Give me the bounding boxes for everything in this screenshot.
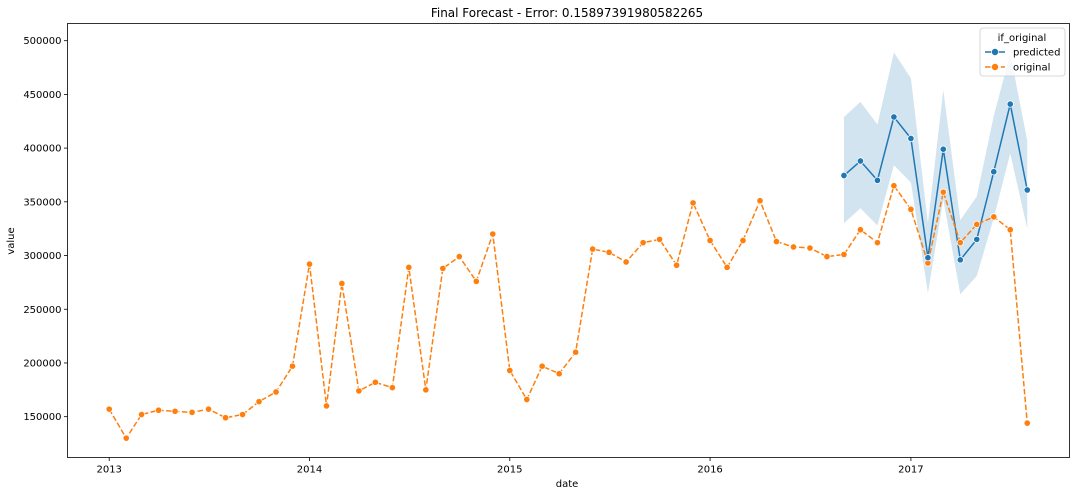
x-tick-label: 2015 xyxy=(497,465,522,476)
data-point-original xyxy=(939,188,947,196)
y-tick-label: 150000 xyxy=(23,412,61,423)
data-point-original xyxy=(221,414,230,422)
data-point-original xyxy=(823,253,831,261)
data-point-original xyxy=(538,362,546,370)
series-line-original xyxy=(108,184,1028,440)
data-point-original xyxy=(472,277,480,285)
legend-entry-original: original xyxy=(985,63,1050,74)
data-point-original xyxy=(388,384,396,392)
data-point-original xyxy=(171,407,179,415)
data-point-predicted xyxy=(956,256,964,264)
x-axis-label: date xyxy=(556,479,579,490)
legend-marker-original xyxy=(991,63,999,71)
data-point-predicted xyxy=(873,176,882,184)
y-tick-label: 450000 xyxy=(23,90,61,101)
data-point-original xyxy=(405,263,413,271)
data-point-original xyxy=(772,237,781,246)
data-point-original xyxy=(255,398,263,406)
axis-ticks: 2013 2014 2015 2016 2017 150000 200000 250000 30… xyxy=(23,36,923,475)
data-point-original xyxy=(639,239,647,247)
x-tick-label: 2016 xyxy=(697,465,722,476)
data-point-original xyxy=(439,264,447,273)
data-point-original xyxy=(789,243,798,251)
data-point-original xyxy=(605,248,613,256)
legend-marker-predicted xyxy=(991,48,999,56)
data-point-original xyxy=(990,213,998,221)
chart-title: Final Forecast - Error: 0.15897391980582… xyxy=(431,6,703,20)
data-point-original xyxy=(756,197,764,205)
data-point-original xyxy=(305,260,314,268)
data-point-predicted xyxy=(907,134,915,143)
plot-frame xyxy=(67,23,1070,458)
data-point-original xyxy=(422,386,430,394)
data-point-original xyxy=(204,405,213,413)
data-point-predicted xyxy=(990,168,998,176)
x-tick-label: 2014 xyxy=(297,465,322,476)
data-point-original xyxy=(122,434,130,442)
data-point-predicted xyxy=(856,157,865,165)
data-point-predicted xyxy=(1023,186,1031,194)
data-point-original xyxy=(890,182,898,190)
data-point-original xyxy=(589,245,597,253)
legend-title: if_original xyxy=(998,33,1047,44)
legend-box xyxy=(979,27,1066,77)
data-point-original xyxy=(555,370,563,378)
data-point-original xyxy=(840,250,848,259)
y-tick-label: 500000 xyxy=(23,36,61,47)
data-point-original xyxy=(155,406,163,414)
data-point-original xyxy=(706,236,714,245)
confidence-band-predicted xyxy=(843,52,1028,295)
series-line-predicted xyxy=(843,103,1028,262)
data-point-original xyxy=(371,378,379,386)
data-point-original xyxy=(689,199,697,207)
data-point-original xyxy=(973,220,981,228)
data-point-original xyxy=(1023,419,1031,427)
plot-area xyxy=(105,52,1031,442)
data-point-original xyxy=(572,348,580,356)
y-tick-label: 250000 xyxy=(23,305,61,316)
legend-label-predicted: predicted xyxy=(1013,48,1060,59)
data-point-original xyxy=(622,258,630,266)
data-point-original xyxy=(873,239,882,247)
legend-entry-predicted: predicted xyxy=(985,48,1060,59)
data-point-original xyxy=(723,263,731,271)
x-tick-label: 2017 xyxy=(898,465,923,476)
y-tick-label: 350000 xyxy=(23,197,61,208)
data-point-predicted xyxy=(890,113,898,121)
data-point-predicted xyxy=(1006,100,1014,108)
data-point-original xyxy=(455,253,463,261)
data-point-predicted xyxy=(939,145,947,153)
y-tick-label: 300000 xyxy=(23,251,61,262)
data-point-original xyxy=(272,388,280,396)
data-point-original xyxy=(856,226,865,234)
data-point-original xyxy=(956,239,964,247)
data-point-predicted xyxy=(840,171,848,180)
y-tick-label: 400000 xyxy=(23,144,61,155)
data-point-original xyxy=(138,410,146,419)
y-axis-label: value xyxy=(6,227,17,254)
data-point-original xyxy=(806,244,814,252)
data-point-original xyxy=(105,405,113,413)
data-point-original xyxy=(489,230,497,238)
data-point-original xyxy=(656,235,664,244)
data-point-original xyxy=(523,395,531,404)
data-point-original xyxy=(739,236,747,245)
legend-label-original: original xyxy=(1013,63,1050,74)
x-tick-label: 2013 xyxy=(96,465,121,476)
data-point-original xyxy=(506,366,514,375)
data-point-original xyxy=(288,362,297,370)
y-tick-label: 200000 xyxy=(23,358,61,369)
legend: if_original predicted original xyxy=(979,27,1066,77)
data-point-predicted xyxy=(924,254,932,262)
data-point-original xyxy=(907,205,915,213)
data-point-original xyxy=(238,410,247,419)
data-point-predicted xyxy=(973,235,981,244)
data-point-original xyxy=(322,402,331,410)
data-point-original xyxy=(188,408,196,416)
data-point-original xyxy=(338,279,346,288)
data-point-original xyxy=(355,387,363,395)
data-point-original xyxy=(1006,226,1014,234)
data-point-original xyxy=(673,261,681,269)
